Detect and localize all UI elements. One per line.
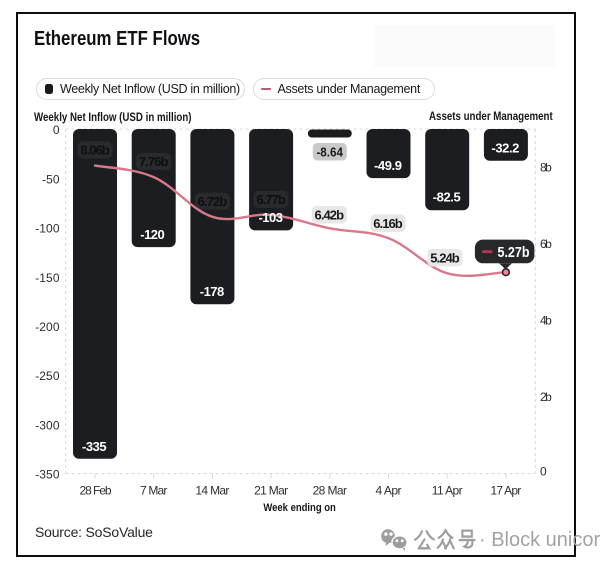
svg-text:-300: -300 — [35, 418, 60, 432]
svg-text:-32.2: -32.2 — [491, 141, 519, 156]
svg-text:28 Feb: 28 Feb — [80, 484, 112, 498]
svg-text:11 Apr: 11 Apr — [432, 484, 463, 498]
svg-text:-250: -250 — [35, 369, 60, 383]
svg-text:4b: 4b — [540, 313, 552, 327]
svg-text:-50: -50 — [42, 172, 60, 186]
svg-text:-150: -150 — [35, 271, 60, 285]
svg-text:-49.9: -49.9 — [374, 158, 402, 173]
svg-text:-178: -178 — [200, 284, 225, 299]
svg-text:Week ending on: Week ending on — [263, 502, 336, 514]
svg-text:-100: -100 — [35, 222, 60, 236]
svg-text:6.72b: 6.72b — [198, 194, 228, 209]
svg-text:-120: -120 — [140, 227, 165, 242]
svg-text:7.76b: 7.76b — [139, 154, 169, 169]
svg-text:21 Mar: 21 Mar — [254, 484, 288, 498]
svg-text:-335: -335 — [82, 439, 107, 454]
svg-text:-8.64: -8.64 — [316, 144, 343, 159]
svg-text:5.24b: 5.24b — [430, 251, 460, 266]
svg-text:-103: -103 — [258, 210, 283, 225]
svg-text:6b: 6b — [540, 237, 552, 251]
svg-text:4 Apr: 4 Apr — [376, 484, 402, 498]
svg-text:6.16b: 6.16b — [373, 216, 403, 231]
svg-text:7 Mar: 7 Mar — [140, 484, 167, 498]
svg-text:0: 0 — [540, 465, 547, 479]
svg-text:14 Mar: 14 Mar — [195, 484, 229, 498]
svg-text:6.42b: 6.42b — [315, 208, 345, 223]
svg-text:-200: -200 — [35, 320, 60, 334]
svg-text:-350: -350 — [35, 468, 60, 482]
svg-text:8.06b: 8.06b — [80, 143, 110, 158]
svg-text:5.27b: 5.27b — [498, 245, 530, 261]
svg-text:2b: 2b — [540, 390, 552, 404]
svg-text:-82.5: -82.5 — [433, 190, 461, 205]
svg-text:6.77b: 6.77b — [256, 192, 286, 207]
svg-text:· Block unicorn: · Block unicorn — [479, 529, 600, 551]
svg-text:0: 0 — [53, 123, 60, 137]
svg-text:8b: 8b — [540, 161, 552, 175]
svg-text:17 Apr: 17 Apr — [491, 484, 522, 498]
svg-text:28 Mar: 28 Mar — [313, 484, 347, 498]
